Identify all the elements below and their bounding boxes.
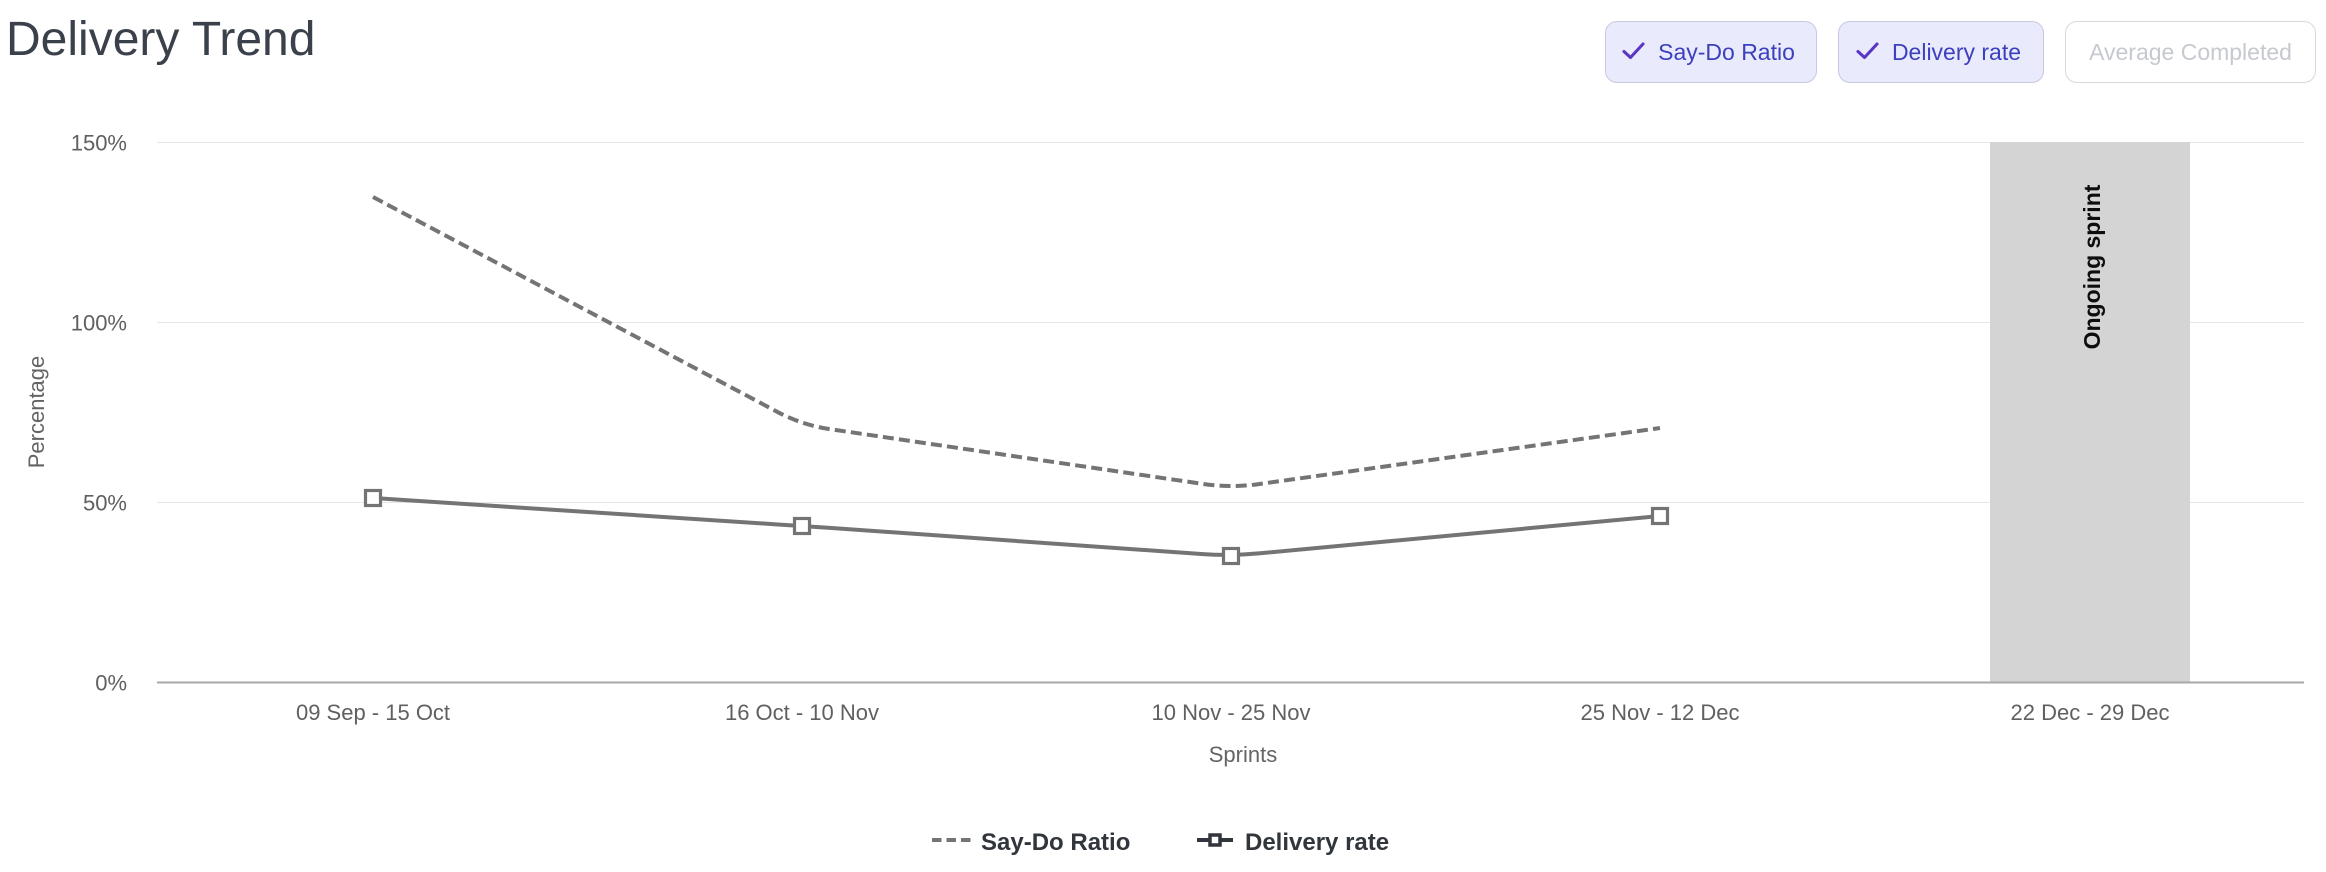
- svg-text:0%: 0%: [95, 671, 127, 696]
- svg-text:09 Sep - 15 Oct: 09 Sep - 15 Oct: [296, 700, 450, 725]
- svg-text:100%: 100%: [71, 311, 127, 336]
- svg-text:Sprints: Sprints: [1209, 742, 1277, 767]
- svg-text:50%: 50%: [83, 491, 127, 516]
- svg-text:Say-Do Ratio: Say-Do Ratio: [981, 829, 1130, 856]
- svg-text:10 Nov - 25 Nov: 10 Nov - 25 Nov: [1152, 700, 1311, 725]
- svg-text:150%: 150%: [71, 131, 127, 156]
- svg-text:Delivery rate: Delivery rate: [1245, 829, 1389, 856]
- svg-text:Ongoing sprint: Ongoing sprint: [2079, 184, 2105, 349]
- svg-text:16 Oct - 10 Nov: 16 Oct - 10 Nov: [725, 700, 879, 725]
- svg-text:22 Dec - 29 Dec: 22 Dec - 29 Dec: [2011, 700, 2170, 725]
- svg-text:Percentage: Percentage: [24, 356, 49, 469]
- svg-text:25 Nov - 12 Dec: 25 Nov - 12 Dec: [1581, 700, 1740, 725]
